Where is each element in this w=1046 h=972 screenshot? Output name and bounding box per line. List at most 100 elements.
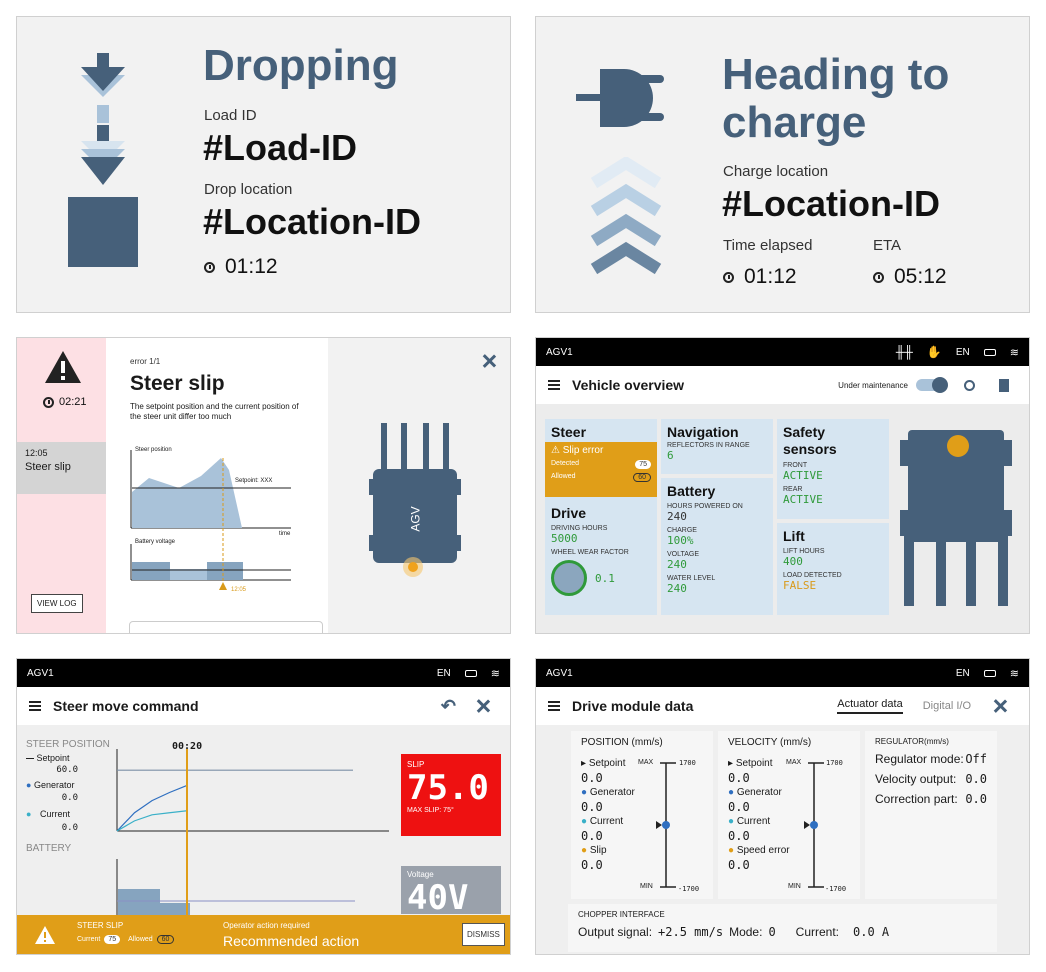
steer-chart <box>116 749 389 915</box>
search-icon[interactable] <box>964 379 975 391</box>
slip-value: 75.0 <box>407 768 489 808</box>
time-axis-label: time <box>279 531 291 537</box>
voltage-value: 40V <box>407 878 469 914</box>
reflectors-label: REFLECTORS IN RANGE <box>667 442 750 449</box>
error-list-item[interactable]: 12:05 Steer slip <box>17 442 106 494</box>
battery-icon <box>464 669 477 677</box>
header: Vehicle overview Under maintenance <box>536 366 1029 404</box>
slip-card: SLIP 75.0 MAX SLIP: 75° <box>401 754 501 836</box>
error-title: Steer slip <box>130 372 225 395</box>
hours-powered-value: 240 <box>667 510 687 523</box>
velocity-max-value: 1700 <box>826 759 843 767</box>
maintenance-label: Under maintenance <box>838 380 908 390</box>
steer-card[interactable]: Steer ⚠ Slip error Detected 75 Allowed 60 … <box>545 419 657 615</box>
cursor-time: 00:20 <box>172 741 203 752</box>
safety-sensors-card[interactable]: Safety sensors FRONT ACTIVE REAR ACTIVE <box>777 419 889 519</box>
setpoint-label: Setpoint: XXX <box>235 478 273 484</box>
menu-icon[interactable] <box>548 380 560 390</box>
chopper-card: CHOPPER INTERFACE Output signal: +2.5 mm/… <box>568 904 997 952</box>
error-counter: error 1/1 <box>130 357 161 366</box>
close-icon[interactable] <box>476 699 490 713</box>
voltage-card: Voltage 40V <box>401 866 501 914</box>
correction-part-value: 0.0 <box>965 792 987 806</box>
velocity-max-label: MAX <box>786 759 802 766</box>
battery-voltage-chart <box>130 544 291 581</box>
battery-card[interactable]: Battery HOURS POWERED ON 240 CHARGE 100%… <box>661 478 773 615</box>
clock-icon <box>43 396 54 408</box>
elapsed-timer: 01:12 <box>204 255 278 279</box>
clock-icon <box>873 271 884 283</box>
clock-icon <box>723 271 734 283</box>
tab-actuator-data[interactable]: Actuator data <box>837 698 903 714</box>
lift-card[interactable]: Lift LIFT HOURS 400 LOAD DETECTED FALSE <box>777 523 889 615</box>
maintenance-toggle[interactable] <box>916 377 948 393</box>
recommended-action-link[interactable]: Recommended action <box>223 933 360 949</box>
slip-label: SLIP <box>407 760 425 769</box>
language-label[interactable]: EN <box>955 667 970 679</box>
mode-value: 0 <box>768 925 776 939</box>
wifi-icon: ≋ <box>1009 667 1019 680</box>
slip-error-alert[interactable]: ⚠ Slip error Detected 75 Allowed 60 <box>545 442 657 497</box>
position-slip-value: 0.0 <box>581 858 603 872</box>
status-bar: AGV1 EN ≋ <box>536 659 1029 687</box>
navigation-title: Navigation <box>667 424 739 440</box>
position-title: POSITION (mm/s) <box>581 737 663 748</box>
undo-icon[interactable]: ↶ <box>440 695 456 716</box>
close-icon[interactable] <box>993 699 1007 713</box>
language-label[interactable]: EN <box>436 667 451 679</box>
position-slider <box>656 762 676 888</box>
velocity-title: VELOCITY (mm/s) <box>728 737 812 748</box>
velocity-card: VELOCITY (mm/s) ▸ Setpoint 0.0 ● Generat… <box>718 731 860 899</box>
position-min-value: -1700 <box>678 885 700 893</box>
safety-title: Safety sensors <box>783 424 837 457</box>
position-min-label: MIN <box>640 883 653 890</box>
error-list-time: 12:05 <box>25 448 48 458</box>
vehicle-overview-panel: AGV1 ╫╫ ✋ EN ≋ Vehicle overview Under ma… <box>535 337 1030 634</box>
drive-module-panel: AGV1 EN ≋ Drive module data Actuator dat… <box>535 658 1030 955</box>
agv-id: AGV1 <box>546 667 573 679</box>
operator-action-label: Operator action required <box>223 921 310 930</box>
alert-title: STEER SLIP <box>77 921 124 930</box>
page-title: Steer move command <box>53 698 199 714</box>
status-bar: AGV1 EN ≋ <box>17 659 510 687</box>
tab-digital-io[interactable]: Digital I/O <box>922 700 971 712</box>
battery-bar-1 <box>118 889 160 915</box>
water-level-label: WATER LEVEL <box>667 575 716 582</box>
clock-icon <box>204 261 215 273</box>
warning-icon: ⚠ <box>551 445 560 456</box>
wifi-icon: ≋ <box>1009 346 1019 359</box>
wifi-icon: ≋ <box>490 667 500 680</box>
language-label[interactable]: EN <box>955 346 970 358</box>
dismiss-button[interactable]: DISMISS <box>462 923 505 946</box>
page-title: Drive module data <box>572 698 694 714</box>
allowed-badge: 60 <box>633 473 651 482</box>
alert-values: Current 75 Allowed 60 <box>77 935 175 944</box>
hours-powered-label: HOURS POWERED ON <box>667 503 743 510</box>
view-log-button[interactable]: VIEW LOG <box>31 594 83 613</box>
hand-icon[interactable]: ✋ <box>926 345 942 359</box>
header: Steer move command ↶ <box>17 687 510 725</box>
battery-icon <box>983 348 996 356</box>
position-current-value: 0.0 <box>581 829 603 843</box>
velocity-generator-value: 0.0 <box>728 800 750 814</box>
warning-icon <box>35 926 55 944</box>
load-detected-value: FALSE <box>783 579 817 592</box>
position-max-label: MAX <box>638 759 654 766</box>
menu-icon[interactable] <box>29 701 41 711</box>
regulator-card: REGULATOR(mm/s) Regulator mode: Off Veloc… <box>865 731 997 899</box>
error-list-label: Steer slip <box>25 461 71 473</box>
detected-badge: 75 <box>635 460 651 469</box>
generator-legend: ● Generator 0.0 <box>26 780 78 803</box>
navigation-card[interactable]: Navigation REFLECTORS IN RANGE 6 <box>661 419 773 474</box>
steer-position-area <box>132 458 242 528</box>
output-signal-value: +2.5 mm/s <box>658 925 724 939</box>
menu-icon[interactable] <box>548 701 560 711</box>
battery-icon <box>983 669 996 677</box>
current-value: 0.0 A <box>853 925 890 939</box>
lift-title: Lift <box>783 528 805 544</box>
chart-report-icon[interactable] <box>999 378 1009 392</box>
battery-voltage-label: Battery voltage <box>135 539 176 545</box>
close-icon[interactable] <box>482 354 496 368</box>
water-level-value: 240 <box>667 582 687 595</box>
battery-title: Battery <box>667 483 716 499</box>
